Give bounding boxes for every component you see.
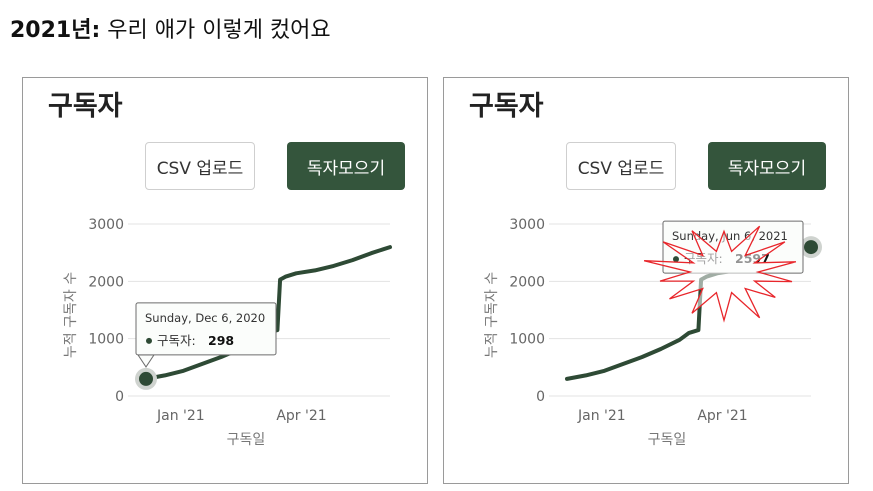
x-axis-label: 구독일 <box>227 432 266 448</box>
page-heading: 2021년: 우리 애가 이렇게 컸어요 <box>10 12 331 44</box>
y-tick-label: 0 <box>115 389 124 405</box>
data-point <box>139 371 153 386</box>
tooltip-box <box>135 302 277 356</box>
csv-upload-button[interactable]: CSV 업로드 <box>145 142 255 190</box>
x-tick-label: Apr '21 <box>276 408 326 424</box>
collect-subscribers-button[interactable]: 독자모으기 <box>708 142 826 190</box>
tooltip: Sunday, Dec 6, 2020 구독자: 298 <box>135 302 277 368</box>
y-tick-label: 0 <box>536 389 545 405</box>
heading-year: 2021년: <box>10 18 101 43</box>
tooltip-series-dot <box>146 337 152 344</box>
starburst-highlight <box>643 225 797 323</box>
x-tick-label: Jan '21 <box>156 408 205 424</box>
subscriber-chart-left: 0 1000 2000 3000 Jan '21 Apr '21 구독일 누적 구독자 수 Su… <box>63 217 392 448</box>
x-tick-label: Jan '21 <box>577 408 626 424</box>
tooltip-value: 298 <box>208 333 234 348</box>
tooltip-label: 구독자: <box>157 333 196 348</box>
y-axis-label: 누적 구독자 수 <box>63 272 79 358</box>
tooltip-series-dot <box>673 256 679 263</box>
series-line <box>144 245 392 381</box>
tooltip-date: Sunday, Dec 6, 2020 <box>145 311 265 325</box>
csv-upload-button[interactable]: CSV 업로드 <box>566 142 676 190</box>
card-title: 구독자 <box>48 91 123 122</box>
heading-text: 우리 애가 이렇게 컸어요 <box>100 18 331 43</box>
subscriber-card-right: 구독자 CSV 업로드 독자모으기 0 1000 2000 3000 Jan '21 Ap… <box>443 77 849 484</box>
subscriber-chart-right: 0 1000 2000 3000 Jan '21 Apr '21 구독일 누적 구독자 수 Su… <box>484 217 822 448</box>
y-tick-label: 1000 <box>509 332 545 348</box>
x-tick-label: Apr '21 <box>697 408 747 424</box>
tooltip-date: Sunday, Jun 6, 2021 <box>672 229 788 243</box>
y-axis-label: 누적 구독자 수 <box>484 272 500 358</box>
y-tick-label: 2000 <box>509 274 545 290</box>
x-axis-label: 구독일 <box>648 432 687 448</box>
y-tick-label: 2000 <box>88 274 124 290</box>
data-point <box>804 240 818 255</box>
card-title: 구독자 <box>469 91 544 122</box>
tooltip-pointer <box>137 354 155 368</box>
y-tick-label: 3000 <box>88 217 124 233</box>
y-tick-label: 1000 <box>88 332 124 348</box>
subscriber-card-left: 구독자 CSV 업로드 독자모으기 0 1000 2000 3000 Jan '21 Ap… <box>22 77 428 484</box>
collect-subscribers-button[interactable]: 독자모으기 <box>287 142 405 190</box>
y-tick-label: 3000 <box>509 217 545 233</box>
